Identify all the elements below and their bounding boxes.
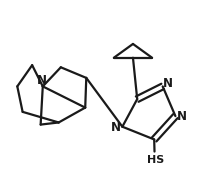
Text: N: N [163, 77, 173, 90]
Text: HS: HS [147, 155, 164, 165]
Text: N: N [177, 110, 187, 123]
Text: N: N [111, 121, 121, 134]
Text: N: N [37, 74, 47, 87]
